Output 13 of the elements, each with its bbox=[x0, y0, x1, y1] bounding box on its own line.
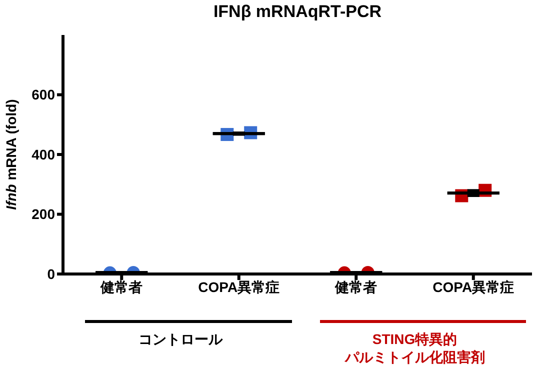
x-tick-label: COPA異常症 bbox=[432, 278, 514, 295]
y-tick-label: 0 bbox=[47, 266, 56, 282]
y-axis-title: Ifnb mRNA (fold) bbox=[3, 99, 19, 210]
y-tick-label: 400 bbox=[32, 146, 56, 162]
x-tick-label: 健常者 bbox=[334, 278, 378, 295]
text: STING特異的 bbox=[371, 330, 458, 348]
y-tick-label: 200 bbox=[32, 206, 56, 222]
y-tick-label: 600 bbox=[32, 86, 56, 103]
text: コントロール bbox=[137, 330, 224, 348]
text: パルミトイル化阻害剤 bbox=[344, 348, 486, 366]
x-tick-label: COPA異常症 bbox=[198, 278, 280, 295]
chart-title: IFNβ mRNAqRT-PCR bbox=[212, 2, 383, 22]
x-tick-label: 健常者 bbox=[100, 278, 143, 295]
